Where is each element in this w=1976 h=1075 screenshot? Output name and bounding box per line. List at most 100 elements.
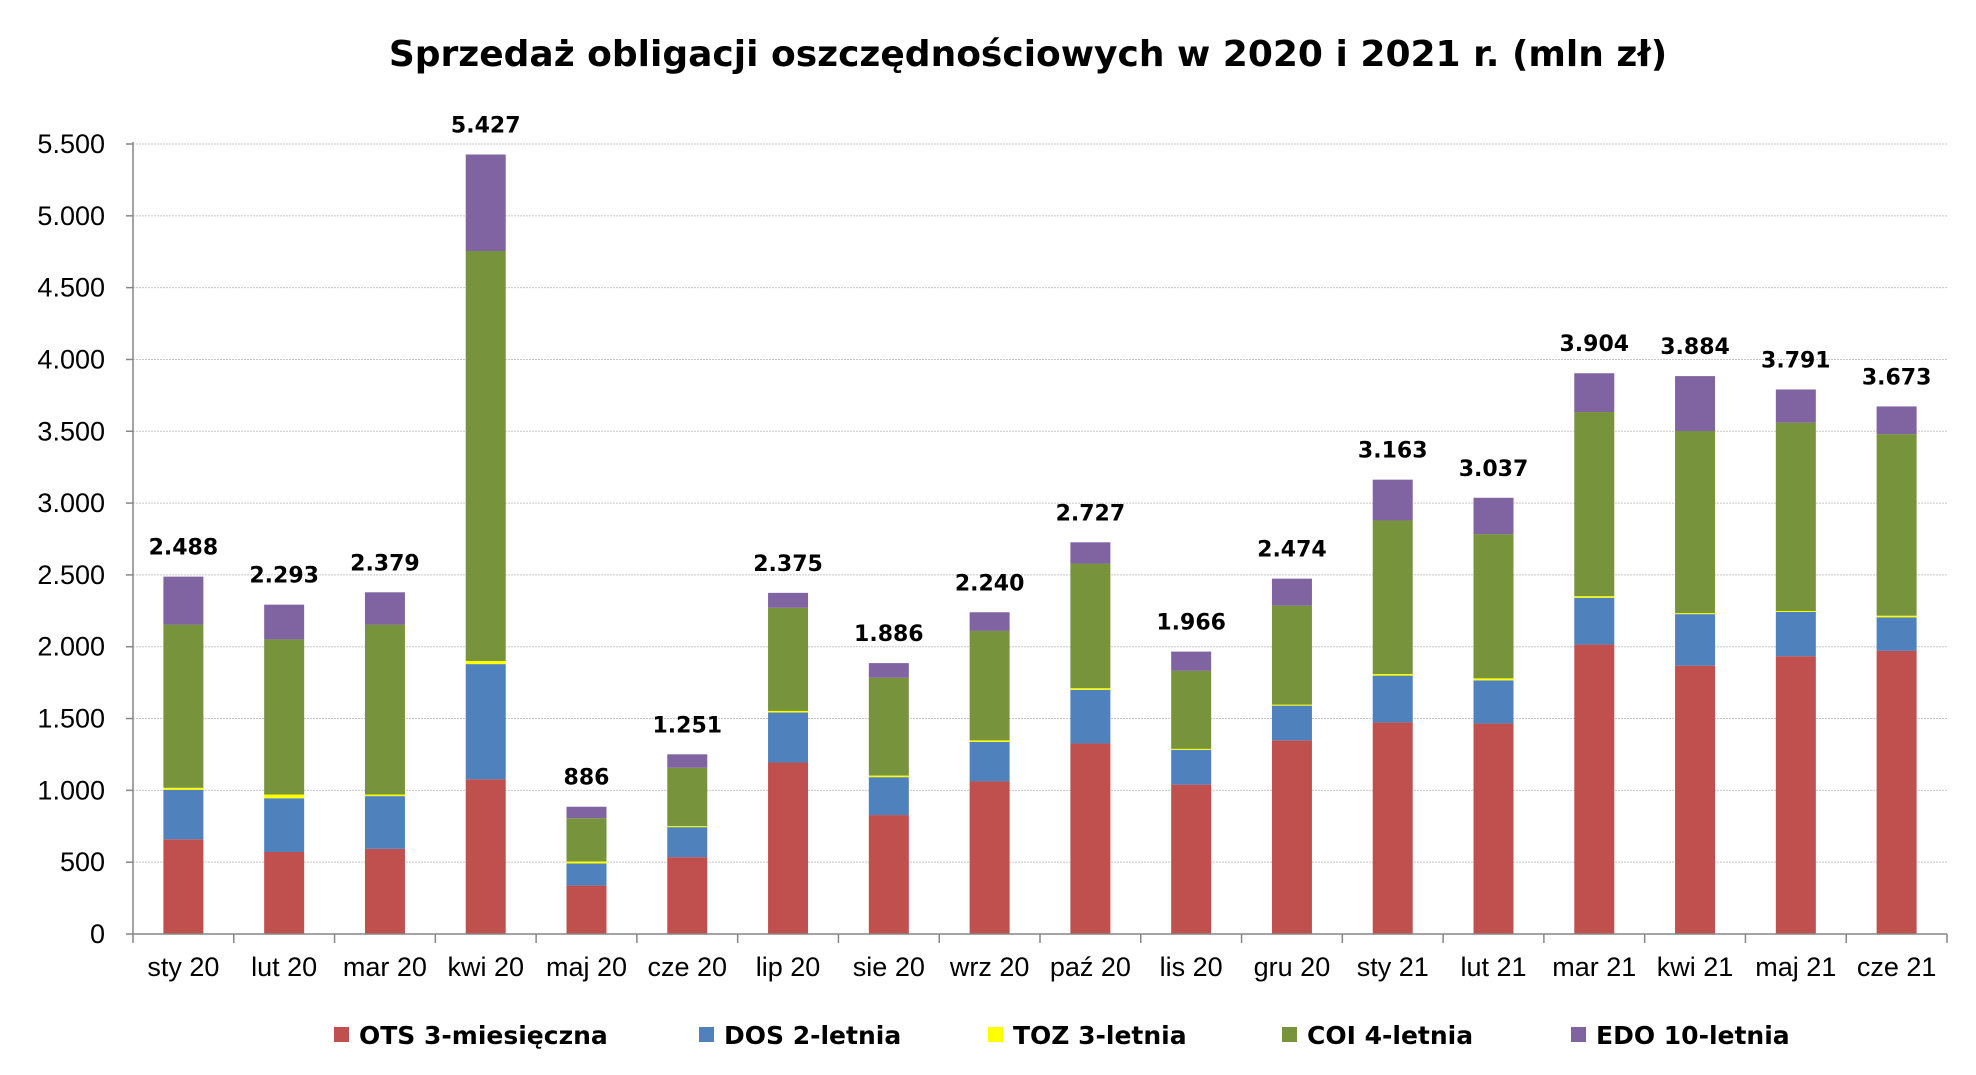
bar-segment-dos bbox=[1675, 614, 1716, 666]
bar-segment-toz bbox=[1171, 748, 1212, 750]
legend-label: EDO 10-letnia bbox=[1596, 1021, 1790, 1050]
bar-segment-coi bbox=[868, 677, 909, 776]
data-label-total: 2.375 bbox=[753, 552, 823, 577]
data-label-total: 3.904 bbox=[1559, 332, 1629, 357]
bar-segment-coi bbox=[768, 607, 809, 711]
bar-segment-toz bbox=[1271, 704, 1312, 706]
bar-segment-edo bbox=[868, 663, 909, 678]
x-tick-label: kwi 21 bbox=[1657, 952, 1734, 982]
bar-segment-ots bbox=[1574, 644, 1615, 934]
bar-segment-ots bbox=[667, 857, 708, 934]
bar-segment-ots bbox=[163, 839, 204, 934]
axes bbox=[126, 142, 1948, 943]
x-tick-label: sty 21 bbox=[1357, 952, 1429, 982]
y-tick-label: 500 bbox=[60, 847, 105, 877]
bar-segment-edo bbox=[566, 806, 607, 819]
bar-segment-coi bbox=[1775, 422, 1816, 611]
legend-swatch bbox=[988, 1027, 1003, 1042]
data-label-total: 2.727 bbox=[1056, 501, 1126, 526]
data-label-total: 2.240 bbox=[955, 571, 1025, 596]
bar-segment-edo bbox=[1171, 651, 1212, 671]
legend-swatch bbox=[1571, 1027, 1586, 1042]
bar-segment-coi bbox=[465, 251, 506, 661]
bar-segment-edo bbox=[1574, 373, 1615, 413]
data-label-total: 3.163 bbox=[1358, 439, 1428, 464]
y-tick-label: 1.000 bbox=[37, 775, 105, 805]
bar-segment-toz bbox=[163, 787, 204, 790]
bar-segment-ots bbox=[1675, 665, 1716, 934]
bar-segment-dos bbox=[163, 789, 204, 840]
bar-segment-coi bbox=[1271, 605, 1312, 705]
x-tick-label: cze 20 bbox=[647, 952, 727, 982]
x-tick-label: maj 21 bbox=[1755, 952, 1836, 982]
bar-segment-toz bbox=[868, 775, 909, 778]
data-label-total: 1.886 bbox=[854, 622, 924, 647]
bar-segment-toz bbox=[1675, 613, 1716, 615]
bar-segment-edo bbox=[264, 604, 305, 640]
bar-segment-edo bbox=[1070, 542, 1111, 564]
y-tick-label: 3.000 bbox=[37, 488, 105, 518]
x-tick-label: mar 20 bbox=[343, 952, 427, 982]
x-axis-ticks: sty 20 lut 20 mar 20 kwi 20 maj 20 cze 20 lip … bbox=[147, 952, 1936, 982]
x-tick-label: lip 20 bbox=[756, 952, 821, 982]
bar-segment-coi bbox=[1171, 670, 1212, 749]
x-tick-label: sie 20 bbox=[853, 952, 925, 982]
legend-swatch bbox=[334, 1027, 349, 1042]
data-label-total: 3.037 bbox=[1459, 457, 1529, 482]
data-label-total: 3.673 bbox=[1862, 365, 1932, 390]
y-tick-label: 1.500 bbox=[37, 704, 105, 734]
bar-segment-ots bbox=[1876, 650, 1917, 934]
bar-segment-edo bbox=[1876, 406, 1917, 435]
data-label-total: 1.966 bbox=[1156, 611, 1226, 636]
bar-segment-dos bbox=[969, 741, 1010, 782]
data-label-total: 3.884 bbox=[1660, 335, 1730, 360]
bar-segment-ots bbox=[1372, 722, 1413, 934]
bar-segment-dos bbox=[264, 798, 305, 852]
data-label-total: 3.791 bbox=[1761, 348, 1831, 373]
y-tick-label: 5.500 bbox=[37, 129, 105, 159]
bar-segment-toz bbox=[264, 794, 305, 799]
bar-segment-dos bbox=[868, 777, 909, 816]
bar-segment-ots bbox=[1271, 740, 1312, 934]
bar-segment-dos bbox=[465, 664, 506, 780]
data-label-total: 5.427 bbox=[451, 113, 521, 138]
bars bbox=[163, 154, 1917, 934]
bar-segment-coi bbox=[667, 767, 708, 827]
chart-title: Sprzedaż obligacji oszczędnościowych w 2… bbox=[389, 34, 1667, 75]
y-tick-label: 4.500 bbox=[37, 273, 105, 303]
bar-segment-toz bbox=[566, 861, 607, 864]
x-tick-label: cze 21 bbox=[1857, 952, 1937, 982]
bar-segment-ots bbox=[566, 885, 607, 934]
bar-segment-coi bbox=[264, 639, 305, 795]
data-label-total: 2.379 bbox=[350, 551, 420, 576]
bar-segment-dos bbox=[1876, 617, 1917, 651]
x-tick-label: maj 20 bbox=[546, 952, 627, 982]
bar-segment-ots bbox=[1171, 784, 1212, 934]
bar-segment-dos bbox=[566, 863, 607, 886]
bar-segment-dos bbox=[1070, 689, 1111, 744]
bar-segment-edo bbox=[768, 592, 809, 608]
bar-segment-toz bbox=[465, 660, 506, 665]
data-label-total: 2.488 bbox=[149, 536, 219, 561]
bar-segment-dos bbox=[1372, 675, 1413, 723]
bar-segment-edo bbox=[163, 576, 204, 625]
legend-label: OTS 3-miesięczna bbox=[359, 1021, 608, 1050]
bar-segment-coi bbox=[1675, 430, 1716, 614]
bar-segment-ots bbox=[768, 762, 809, 934]
data-label-total: 2.293 bbox=[249, 564, 319, 589]
bar-segment-dos bbox=[1171, 749, 1212, 785]
bar-segment-toz bbox=[969, 740, 1010, 742]
bar-segment-toz bbox=[1372, 674, 1413, 676]
bar-segment-edo bbox=[1271, 578, 1312, 606]
bar-segment-ots bbox=[465, 779, 506, 934]
y-tick-label: 2.500 bbox=[37, 560, 105, 590]
bar-segment-ots bbox=[1070, 743, 1111, 934]
bar-segment-coi bbox=[163, 624, 204, 788]
bar-segment-edo bbox=[465, 154, 506, 252]
data-label-total: 886 bbox=[564, 766, 610, 791]
x-tick-label: sty 20 bbox=[147, 952, 219, 982]
bar-segment-edo bbox=[969, 612, 1010, 631]
x-tick-label: kwi 20 bbox=[447, 952, 524, 982]
bar-segment-toz bbox=[768, 710, 809, 713]
